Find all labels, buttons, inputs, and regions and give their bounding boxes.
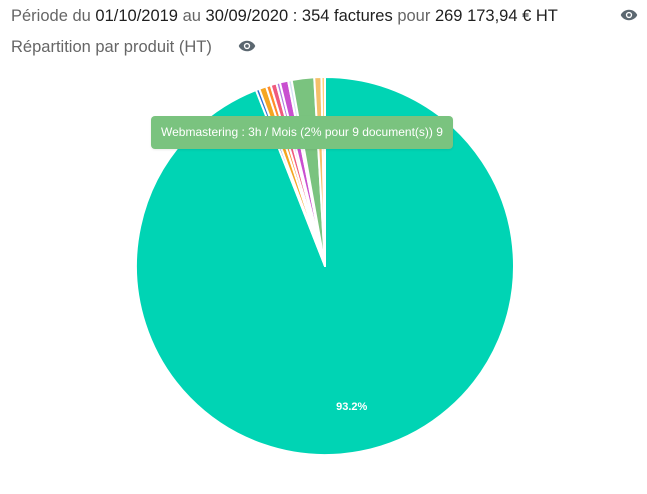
period-prefix: Période du	[11, 7, 91, 25]
total-ht: 269 173,94 € HT	[434, 7, 558, 25]
connector-au: au	[182, 7, 201, 25]
eye-icon[interactable]	[620, 6, 638, 29]
slice-tooltip: Webmastering : 3h / Mois (2% pour 9 docu…	[151, 116, 453, 149]
eye-icon-svg	[238, 40, 256, 52]
eye-icon[interactable]	[238, 37, 256, 60]
invoice-count: 354 factures	[301, 7, 393, 25]
period-summary: Période du 01/10/2019 au 30/09/2020 : 35…	[11, 6, 558, 26]
connector-pour: pour	[397, 7, 431, 25]
date-to: 30/09/2020	[205, 7, 289, 25]
eye-icon-svg	[620, 9, 638, 21]
separator: :	[292, 7, 298, 25]
section-title: Répartition par produit (HT)	[11, 38, 212, 56]
pie-slice-label-0: 93.2%	[336, 401, 367, 413]
date-from: 01/10/2019	[95, 7, 178, 25]
